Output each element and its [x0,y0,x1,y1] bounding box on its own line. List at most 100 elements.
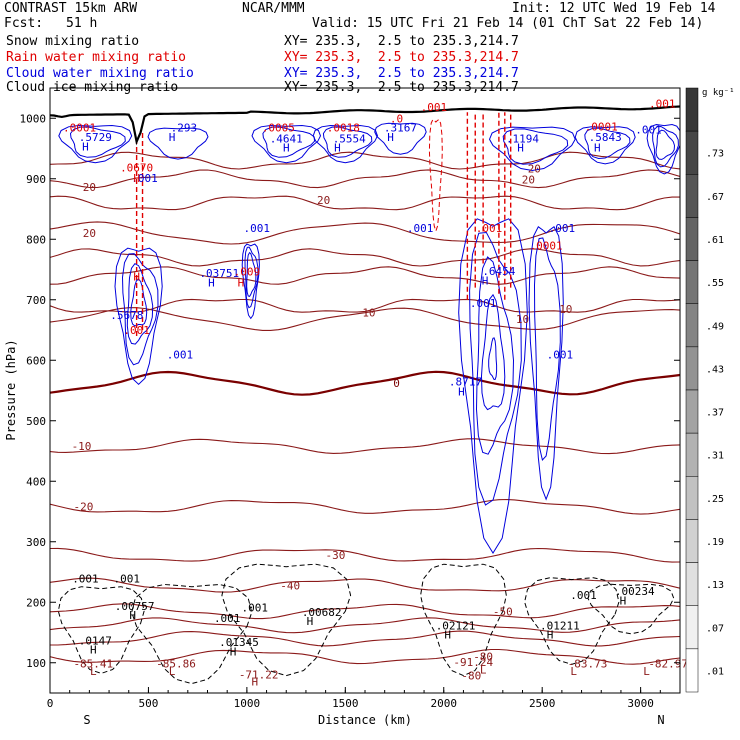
colorbar-segment [685,476,699,520]
contour-label: .0001 [63,122,96,135]
south-end-label: S [83,713,90,727]
colorbar-label: .25 [706,494,724,505]
isotherm-line [50,648,680,665]
isotherm-label: 10 [516,313,529,326]
org-label: NCAR/MMM [242,1,305,16]
isotherm-line [50,617,680,634]
contour-label: .001 [635,123,662,136]
colorbar-label: .73 [706,149,724,160]
colorbar-label: .49 [706,321,724,332]
contour-label: 10 [362,307,375,320]
cloud-water-contour [121,253,159,366]
field-name-rain: Rain water mixing ratio [6,50,187,65]
isotherm-line [50,498,680,515]
colorbar-segment [685,562,699,606]
cloud-water-contour [574,126,636,165]
colorbar-segment [685,130,699,175]
cloud-water-contour [475,256,515,455]
cloud-water-contour [533,237,561,462]
contour-label: .00234 [615,585,655,598]
contour-label: .0001 [585,120,618,133]
contour-label: H [620,595,627,608]
y-tick-label: 500 [26,415,46,428]
contour-label: 20 [83,181,96,194]
contour-label: H [334,142,341,155]
contour-label: L [90,665,97,678]
contour-label: H [517,142,524,155]
contour-label: 10 [559,303,572,316]
contour-label: .001 [476,222,503,235]
contour-label: -82.97 [648,658,688,671]
x-tick-label: 500 [139,697,159,710]
contour-label: .001 [72,572,99,585]
isotherm-label: -40 [280,579,300,592]
contour-label: H [208,276,215,289]
isotherm-label: -10 [72,440,92,453]
contour-label: -83.73 [568,658,608,671]
y-tick-label: 200 [26,596,46,609]
contour-label: H [482,275,489,288]
isotherm-line [50,577,680,593]
contour-label: .001 [167,348,194,361]
colorbar-label: .31 [706,451,724,462]
contour-label: 20 [528,163,541,176]
contour-label: .001 [114,572,141,585]
y-tick-label: 300 [26,536,46,549]
x-axis-label: Distance (km) [318,713,412,727]
isotherm-line [50,547,680,563]
y-tick-label: 800 [26,233,46,246]
contour-label: .02121 [436,619,476,632]
contour-label: H [169,131,176,144]
cloud-water-contour [488,337,498,381]
isotherm-line [50,169,680,189]
contour-label: .0005 [262,122,295,135]
contour-label: .1194 [506,132,539,145]
cloud-water-contour [114,247,163,385]
contour-label: H [129,609,136,622]
model-title: CONTRAST 15km ARW [4,1,138,16]
colorbar-segment [685,217,699,261]
cloud-water-contour [374,122,427,155]
contour-label: .4641 [270,132,303,145]
isotherm-line [50,151,680,170]
cloud-ice-contour [587,583,675,635]
forecast-label: Fcst: [4,16,44,31]
contour-label: .001 [243,222,270,235]
contour-label: H [444,629,451,642]
contour-label: 20 [522,174,535,187]
cloud-water-contour [469,231,522,506]
contour-label: H [133,270,140,283]
colorbar-segment [685,87,699,132]
contour-label: .001 [549,222,576,235]
contour-label: -91.24 [453,656,493,669]
field-xy-cloudwater: XY= 235.3, 2.5 to 235.3,214.7 [284,66,519,81]
contour-label: L [169,665,176,678]
contour-label: 20 [317,194,330,207]
terrain-surface-line [50,105,680,146]
contour-label: .001 [407,222,434,235]
y-tick-label: 700 [26,294,46,307]
colorbar-label: .19 [706,537,724,548]
colorbar-label: .67 [706,192,724,203]
contour-label: L [643,665,650,678]
cloud-water-contour [655,129,676,160]
isotherm-label: 0 [393,377,400,390]
colorbar-segment [685,174,699,218]
contour-label: .001 [421,101,448,114]
contour-label: .0 [390,112,403,125]
cloud-water-contour [312,124,379,164]
isotherm-line [50,266,680,285]
isotherm-line [50,630,680,647]
y-tick-label: 600 [26,354,46,367]
contour-label: .5843 [589,131,622,144]
contour-label: .001 [214,612,241,625]
contour-label: .001 [242,601,269,614]
init-time: Init: 12 UTC Wed 19 Feb 14 [512,1,716,16]
rain-water-contour [428,118,443,233]
contour-label: H [82,140,89,153]
contour-label: .8717 [449,376,482,389]
colorbar-segment [685,519,699,563]
x-tick-label: 3000 [627,697,654,710]
contour-label: .0018 [327,122,360,135]
